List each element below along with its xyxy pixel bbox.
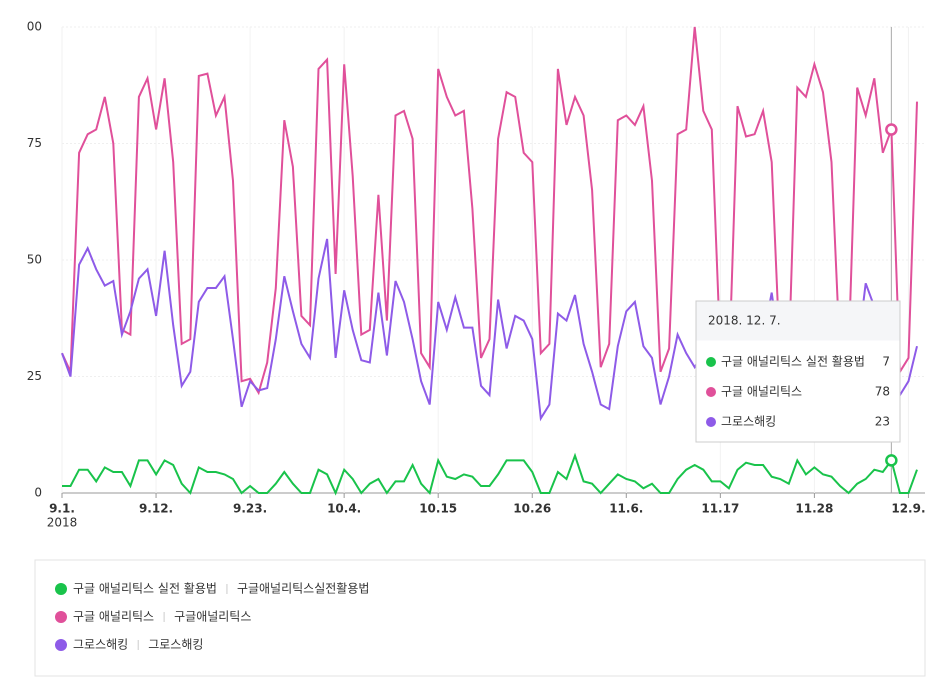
tooltip-value: 7 <box>882 355 890 369</box>
legend-keyword: 구글애널리틱스 <box>174 610 251 624</box>
y-tick-label: 0 <box>34 486 42 500</box>
x-tick-label: 9.12. <box>139 502 173 516</box>
series-line <box>62 452 918 496</box>
tooltip-dot <box>706 357 716 367</box>
x-tick-label: 10.4. <box>327 502 361 516</box>
x-tick-label: 9.23. <box>233 502 267 516</box>
y-tick-label: 50 <box>27 253 42 267</box>
x-tick-label: 9.1. <box>49 502 75 516</box>
tooltip-value: 23 <box>875 415 890 429</box>
tooltip-value: 78 <box>875 385 890 399</box>
tooltip-name: 구글 애널리틱스 <box>721 385 802 399</box>
series-line <box>61 26 918 396</box>
legend-dot <box>55 583 67 595</box>
tooltip-name: 구글 애널리틱스 실전 활용법 <box>721 355 865 369</box>
legend-dot <box>55 611 67 623</box>
y-tick-label: 75 <box>27 136 42 150</box>
x-tick-label: 10.26 <box>513 502 551 516</box>
legend-keyword: 그로스해킹 <box>148 638 203 652</box>
x-tick-label: 10.15 <box>419 502 457 516</box>
tooltip-header <box>696 301 900 341</box>
y-tick-label: 00 <box>27 20 42 34</box>
tooltip-title: 2018. 12. 7. <box>708 314 781 328</box>
tooltip-dot <box>706 387 716 397</box>
legend-keyword: 구글애널리틱스실전활용법 <box>237 582 369 596</box>
legend-box <box>34 559 926 677</box>
x-tick-label: 11.17 <box>701 502 739 516</box>
tooltip-name: 그로스해킹 <box>721 415 776 429</box>
y-tick-label: 25 <box>27 369 42 383</box>
x-tick-label: 11.28 <box>795 502 833 516</box>
x-tick-label: 11.6. <box>609 502 643 516</box>
legend-dot <box>55 639 67 651</box>
legend-name: 구글 애널리틱스 실전 활용법 <box>73 582 217 596</box>
x-sublabel: 2018 <box>47 516 78 530</box>
legend-name: 그로스해킹 <box>73 638 128 652</box>
x-tick-label: 12.9. <box>891 502 925 516</box>
hover-point <box>885 454 898 467</box>
tooltip-dot <box>706 417 716 427</box>
hover-point <box>885 123 898 136</box>
legend-name: 구글 애널리틱스 <box>73 610 154 624</box>
